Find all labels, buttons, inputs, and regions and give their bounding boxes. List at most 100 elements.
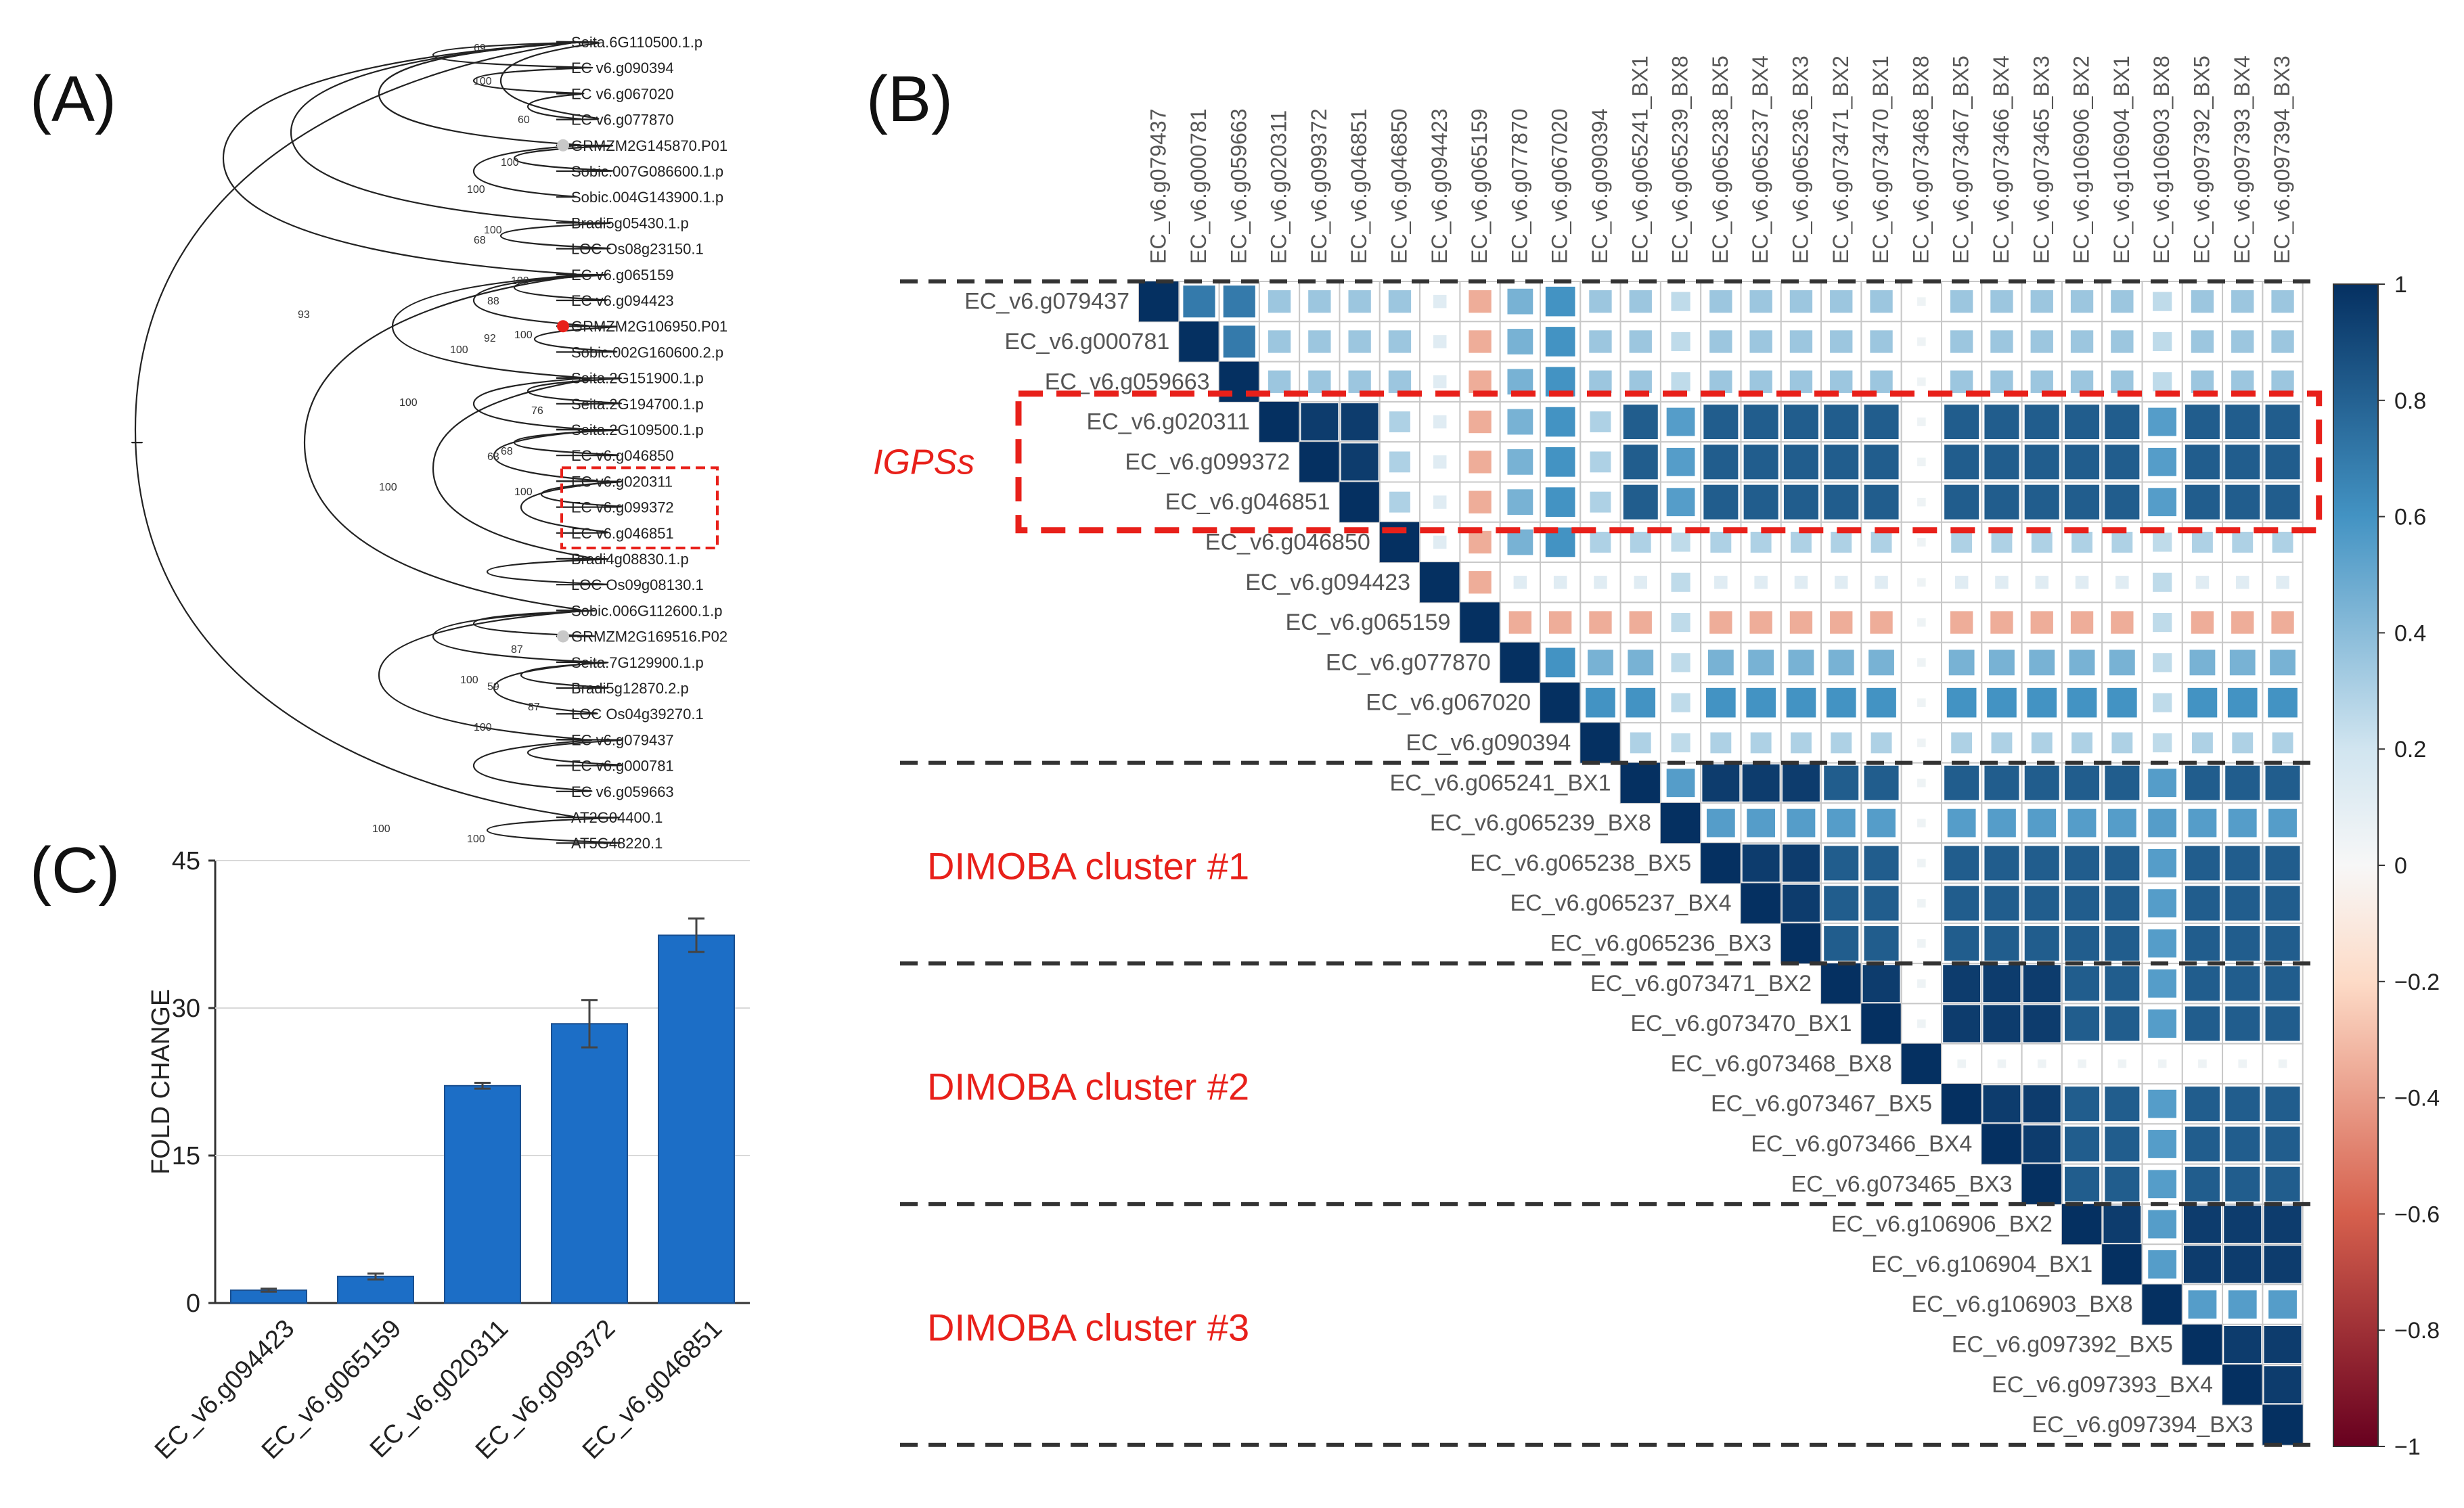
heatmap-column-label: EC_v6.g065159 <box>1467 108 1492 264</box>
heatmap-cell <box>1299 442 1340 482</box>
heatmap-cell <box>2185 886 2220 921</box>
heatmap-cell <box>1348 330 1371 353</box>
heatmap-row-label: EC_v6.g059663 <box>1045 369 1210 394</box>
heatmap-cell <box>2024 886 2059 921</box>
igps-highlight-box <box>560 466 719 550</box>
heatmap-cell <box>1500 642 1540 683</box>
heatmap-row-label: EC_v6.g000781 <box>1004 329 1169 355</box>
heatmap-cell <box>2148 1130 2177 1158</box>
heatmap-cell <box>1341 443 1379 481</box>
tree-branch <box>134 41 575 819</box>
heatmap-cell <box>1780 923 1822 964</box>
colorbar-tick-label: 0.4 <box>2394 620 2426 646</box>
tree-branch <box>472 739 593 792</box>
heatmap-cell <box>1870 611 1893 634</box>
heatmap-cell <box>2265 1087 2300 1122</box>
heatmap-cell <box>1710 732 1732 754</box>
heatmap-cell <box>1794 575 1808 589</box>
heatmap-cell <box>1864 405 1899 440</box>
heatmap-cell <box>2070 370 2094 393</box>
bootstrap-value: 93 <box>298 309 310 321</box>
bar <box>551 1023 628 1304</box>
heatmap-cell <box>1870 290 1893 313</box>
heatmap-cell <box>1589 370 1612 393</box>
heatmap-cell <box>2105 444 2140 480</box>
heatmap-cell <box>1433 535 1447 549</box>
heatmap-cell <box>1984 886 2019 921</box>
heatmap-cell <box>2265 846 2300 881</box>
heatmap-cell <box>1944 444 1979 480</box>
heatmap-cell <box>1917 538 1926 547</box>
cluster-3-label: DIMOBA cluster #3 <box>927 1306 1249 1349</box>
heatmap-cell <box>2265 405 2300 440</box>
tree-branch <box>222 41 578 275</box>
heatmap-cell <box>1867 808 1896 838</box>
heatmap-cell <box>1946 687 1977 718</box>
heatmap-cell <box>1623 405 1658 440</box>
heatmap-cell <box>1590 451 1611 473</box>
heatmap-cell <box>1634 575 1648 589</box>
bootstrap-value: 100 <box>501 157 519 168</box>
heatmap-cell <box>2109 649 2135 676</box>
heatmap-cell <box>1749 290 1772 313</box>
heatmap-cell <box>1671 733 1690 753</box>
heatmap-cell <box>1782 764 1820 802</box>
heatmap-cell <box>1586 687 1615 718</box>
heatmap-cell-frame <box>1900 321 1942 363</box>
heatmap-cell <box>1871 732 1892 754</box>
heatmap-cell <box>2264 1325 2302 1363</box>
heatmap-cell <box>1950 611 1973 634</box>
heatmap-cell <box>1703 405 1739 440</box>
heatmap-row-label: EC_v6.g106904_BX1 <box>1871 1252 2092 1277</box>
heatmap-cell <box>1826 687 1856 718</box>
heatmap-cell <box>2075 575 2089 589</box>
heatmap-cell <box>2030 290 2053 313</box>
tree-leaf-label: Seita.6G110500.1.p <box>571 34 702 51</box>
heatmap-column-label: EC_v6.g020311 <box>1267 110 1291 264</box>
heatmap-row-label: EC_v6.g097394_BX3 <box>2032 1412 2253 1438</box>
heatmap-cell <box>1420 562 1460 603</box>
heatmap-cell <box>1783 484 1818 520</box>
heatmap-cell <box>1864 444 1899 480</box>
tree-leaf-label: LOC Os04g39270.1 <box>571 706 704 723</box>
tree-branch <box>527 377 622 405</box>
heatmap-cell <box>2265 926 2300 961</box>
heatmap-cell <box>1660 802 1701 844</box>
heatmap-cell <box>1824 444 1859 480</box>
heatmap-cell <box>1917 859 1926 868</box>
heatmap-cell <box>1989 649 2015 676</box>
heatmap-cell <box>2224 1325 2262 1363</box>
heatmap-cell <box>1987 687 2017 718</box>
heatmap-column-label: EC_v6.g073466_BX4 <box>1989 55 2013 264</box>
heatmap-column-label: EC_v6.g065236_BX3 <box>1788 55 1812 264</box>
bootstrap-value: 69 <box>474 43 486 54</box>
heatmap-cell <box>1743 405 1778 440</box>
heatmap-cell <box>2148 929 2177 958</box>
heatmap-cell <box>2232 532 2254 553</box>
heatmap-cell <box>2021 1164 2062 1204</box>
heatmap-cell <box>1862 965 1900 1003</box>
heatmap-cell <box>1626 687 1656 718</box>
heatmap-cell <box>2030 370 2053 393</box>
heatmap-cell <box>1671 532 1690 552</box>
heatmap-cell <box>2231 370 2254 393</box>
heatmap-column-label: EC_v6.g067020 <box>1548 108 1572 264</box>
heatmap-cell <box>2111 290 2134 313</box>
heatmap-cell <box>2065 1166 2100 1202</box>
colorbar-tick-label: −0.8 <box>2394 1318 2440 1344</box>
bootstrap-value: 100 <box>474 76 492 87</box>
heatmap-cell <box>1783 444 1818 480</box>
heatmap-cell <box>2148 407 2177 436</box>
heatmap-cell <box>2153 572 2172 592</box>
heatmap-cell <box>2061 1204 2103 1245</box>
heatmap-cell <box>2271 611 2294 634</box>
tree-branch <box>378 610 583 741</box>
heatmap-cell <box>1789 370 1813 393</box>
heatmap-cell <box>2185 1087 2220 1122</box>
heatmap-cell <box>1831 732 1852 754</box>
tree-branches <box>131 41 622 844</box>
heatmap-cell <box>1981 1124 2022 1164</box>
y-tick-label: 30 <box>172 995 200 1023</box>
heatmap-cell <box>1791 532 1812 553</box>
heatmap-cell-frame <box>2262 562 2304 603</box>
